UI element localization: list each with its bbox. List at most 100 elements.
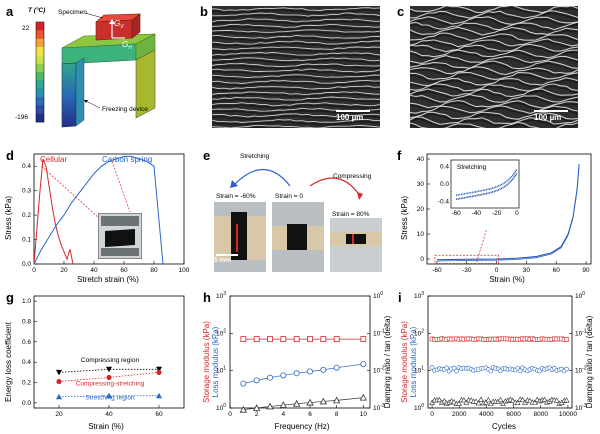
- colorbar-frame: [35, 21, 45, 123]
- f-inset-ytick: 0.4: [440, 164, 449, 171]
- i-xlabel: Cycles: [492, 422, 516, 431]
- h-damping-point: [332, 396, 341, 404]
- f-inset-curve-1: [455, 172, 518, 201]
- h-xtick-label: 4: [282, 411, 286, 418]
- h-storage-point: [280, 336, 287, 343]
- sem-lamella: [212, 34, 380, 39]
- sem-gap: [212, 31, 380, 36]
- sem-gap: [212, 76, 380, 81]
- sem-lamella: [212, 57, 380, 62]
- chart-g: Energy loss coefficient Strain (%) 20 40 6…: [4, 295, 185, 431]
- e-strain-80: Strain = 80%: [332, 211, 370, 218]
- sem-gap: [410, 40, 578, 50]
- h-ytick-label-right: 10-2: [373, 366, 385, 375]
- device-right-leg: [135, 49, 156, 119]
- h-loss-point: [293, 370, 300, 377]
- gv-label: GV: [114, 19, 124, 30]
- colorbar-swatch: [36, 30, 44, 39]
- f-ytick-label: 30: [417, 181, 425, 188]
- f-inset-frame: [450, 159, 520, 209]
- sem-gap: [212, 59, 380, 64]
- f-xtick-label: 30: [523, 267, 531, 274]
- sem-gap: [410, 95, 578, 106]
- sem-lamella: [212, 91, 380, 95]
- h-loss-point: [320, 366, 327, 373]
- f-inset-ytick: -0.4: [438, 198, 450, 205]
- sem-lamella: [212, 18, 380, 23]
- h-loss-point: [307, 368, 314, 375]
- h-ytick-label-right: 10-3: [373, 403, 385, 412]
- i-loss-point: [488, 368, 494, 374]
- sem-gap: [212, 14, 380, 20]
- d-series-cellular: Cellular: [40, 155, 67, 164]
- d-photo-inset: [98, 213, 142, 259]
- i-ytick-label-right: 10-1: [575, 328, 587, 337]
- f-xtick-label: -30: [462, 267, 472, 274]
- i-damping-point: [563, 397, 570, 403]
- f-ytick-label: 40: [417, 156, 425, 163]
- h-loss-point: [253, 377, 260, 384]
- scalebar-c: [534, 110, 568, 112]
- sem-lamella: [410, 16, 578, 25]
- e-photo-relaxed: [272, 202, 324, 272]
- freezing-device-label: Freezing device: [102, 106, 148, 113]
- sem-gap: [212, 87, 380, 93]
- d-xtick-label: 0: [32, 267, 36, 274]
- g-ylabel: Energy loss coefficient: [4, 321, 13, 402]
- sem-lamella: [410, 49, 578, 59]
- e-compressing-label: Compressing: [333, 173, 372, 180]
- d-xtick-label: 80: [150, 267, 158, 274]
- h-ylabel-loss: Loss modulus (kPa): [211, 326, 220, 397]
- plot-frame: [33, 153, 185, 265]
- sem-gap: [212, 98, 380, 104]
- f-inset-xtick: -60: [451, 210, 461, 217]
- f-inset-ytick: 0.0: [440, 181, 449, 188]
- sem-gap: [410, 113, 578, 123]
- f-inset-xtick: -20: [492, 210, 502, 217]
- sem-gap: [212, 42, 380, 48]
- sem-lamella: [212, 113, 380, 118]
- h-damping-point: [359, 393, 368, 401]
- d-xtick-label: 60: [120, 267, 128, 274]
- d-arrow-cellular: [41, 165, 100, 219]
- sem-image-b: 100 µm: [212, 6, 380, 128]
- g-series-comp-stretch-point: [56, 378, 62, 385]
- i-ylabel-loss: Loss modulus (kPa): [409, 326, 418, 397]
- h-damping-point: [319, 397, 328, 405]
- g-series-stretching-point: [156, 392, 162, 399]
- chart-h: Storage modulus (kPa) Loss modulus (kPa)…: [202, 291, 392, 431]
- sem-lamella: [212, 85, 380, 90]
- sem-lamella: [410, 26, 578, 36]
- g-ytick-label: 0.6: [22, 339, 31, 346]
- sem-gap: [212, 25, 380, 31]
- g-series-compressing-point: [106, 366, 112, 373]
- sem-lamella: [212, 12, 380, 17]
- scale-label-c: 100 µm: [534, 113, 562, 122]
- sem-gap: [212, 20, 380, 25]
- h-damping-point: [306, 398, 314, 406]
- panel-e-diagram: Stretching Compressing Strain = -60% Str…: [216, 153, 372, 218]
- f-zoom-box: [434, 254, 499, 264]
- i-damping-point: [553, 397, 560, 403]
- gh-label: GH: [122, 40, 132, 51]
- sem-gap: [410, 34, 578, 44]
- f-inset-xtick: -40: [472, 210, 482, 217]
- f-xtick-label: 90: [582, 267, 590, 274]
- temp-title: T (°C): [28, 6, 45, 14]
- sem-gap: [410, 118, 578, 128]
- sem-gap: [410, 85, 578, 94]
- sem-gap: [212, 104, 380, 109]
- panel-letter-a: a: [6, 4, 14, 19]
- h-ytick-label-left: 100: [216, 403, 226, 412]
- sem-gap: [212, 115, 380, 121]
- sem-lamella: [212, 7, 380, 11]
- plot-frame: [427, 295, 573, 409]
- g-xtick-label: 40: [105, 411, 113, 418]
- sem-gap: [410, 90, 578, 100]
- f-xlabel: Strain (%): [489, 275, 525, 284]
- photo-specimen: [105, 228, 135, 248]
- e-compress-arrow: [309, 177, 361, 197]
- sem-lamella: [410, 32, 578, 41]
- i-damping-point: [456, 400, 462, 406]
- d-xtick-label: 100: [179, 267, 190, 274]
